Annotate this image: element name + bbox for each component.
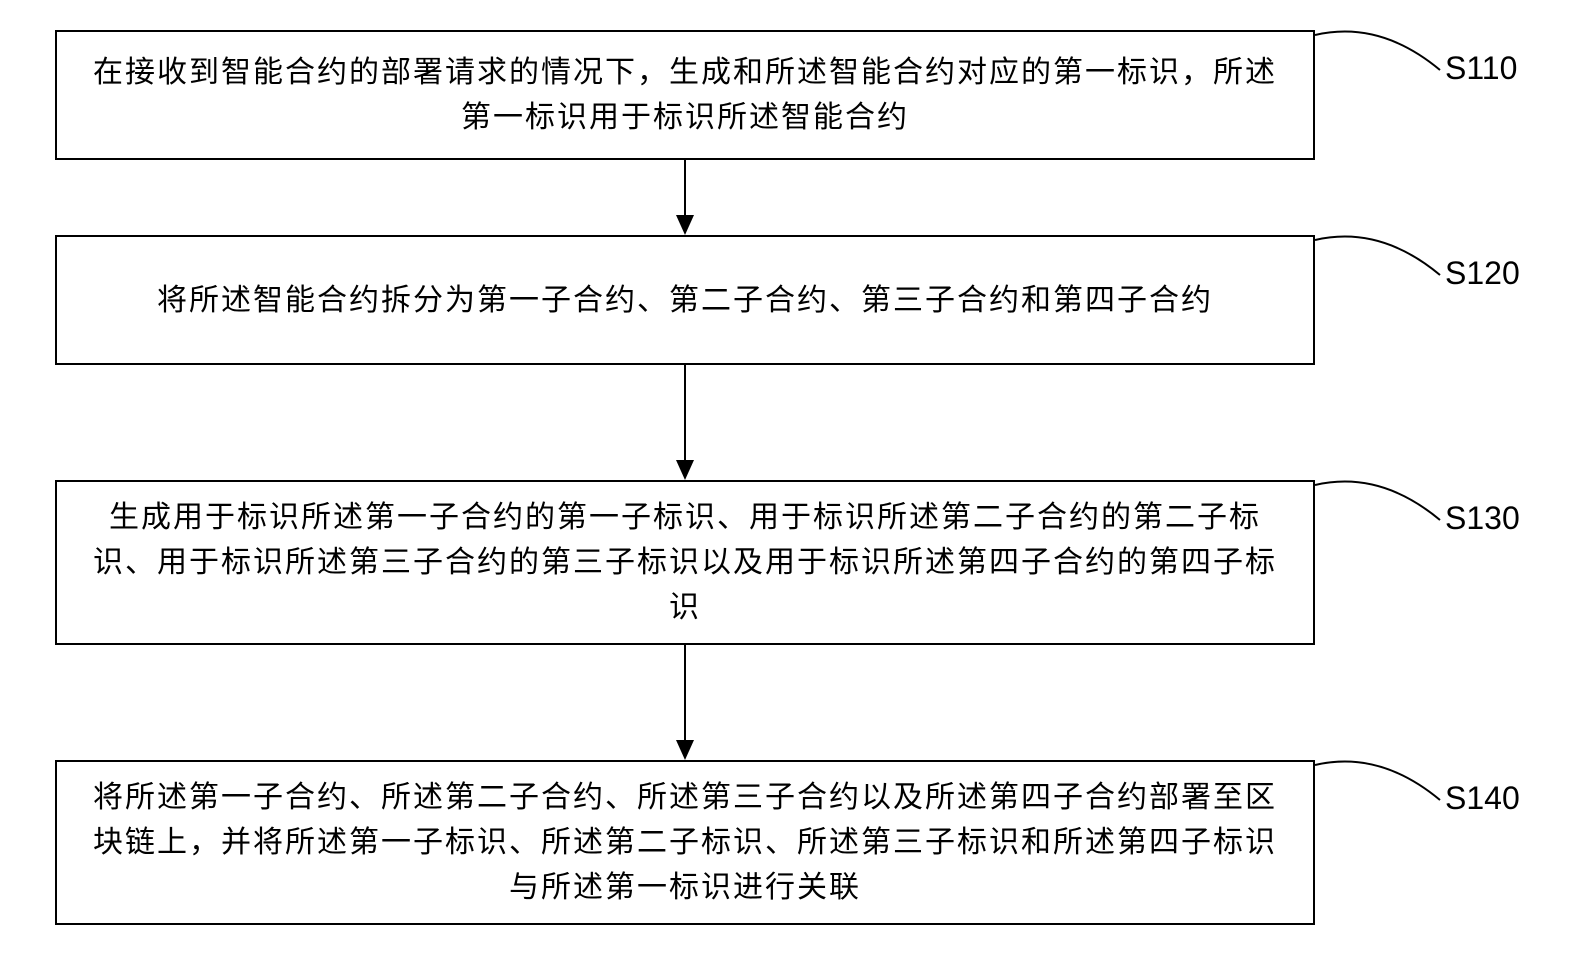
arrow-3	[670, 645, 700, 760]
step-box-s140: 将所述第一子合约、所述第二子合约、所述第三子合约以及所述第四子合约部署至区块链上…	[55, 760, 1315, 925]
step-label-s140: S140	[1445, 780, 1520, 817]
label-connector-s110	[1315, 30, 1445, 80]
label-connector-s140	[1315, 760, 1445, 810]
flowchart-container: 在接收到智能合约的部署请求的情况下，生成和所述智能合约对应的第一标识，所述第一标…	[0, 0, 1596, 967]
label-connector-s130	[1315, 480, 1445, 530]
step-text-s120: 将所述智能合约拆分为第一子合约、第二子合约、第三子合约和第四子合约	[157, 278, 1213, 323]
step-label-s110: S110	[1445, 50, 1517, 87]
step-box-s120: 将所述智能合约拆分为第一子合约、第二子合约、第三子合约和第四子合约	[55, 235, 1315, 365]
step-box-s110: 在接收到智能合约的部署请求的情况下，生成和所述智能合约对应的第一标识，所述第一标…	[55, 30, 1315, 160]
arrow-2	[670, 365, 700, 480]
step-text-s130: 生成用于标识所述第一子合约的第一子标识、用于标识所述第二子合约的第二子标识、用于…	[87, 495, 1283, 630]
step-label-s120: S120	[1445, 255, 1520, 292]
step-box-s130: 生成用于标识所述第一子合约的第一子标识、用于标识所述第二子合约的第二子标识、用于…	[55, 480, 1315, 645]
step-label-s130: S130	[1445, 500, 1520, 537]
label-connector-s120	[1315, 235, 1445, 285]
step-text-s110: 在接收到智能合约的部署请求的情况下，生成和所述智能合约对应的第一标识，所述第一标…	[87, 50, 1283, 140]
arrow-1	[670, 160, 700, 235]
step-text-s140: 将所述第一子合约、所述第二子合约、所述第三子合约以及所述第四子合约部署至区块链上…	[87, 775, 1283, 910]
